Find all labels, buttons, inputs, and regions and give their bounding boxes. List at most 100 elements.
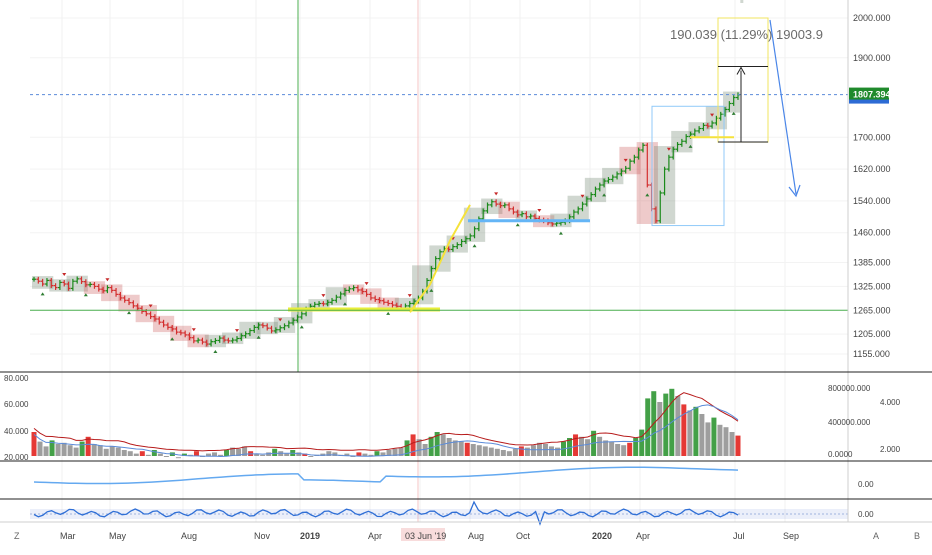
- buy-signal-marker: [645, 193, 650, 197]
- volume-bar: [398, 447, 404, 456]
- volume-bar: [609, 441, 615, 456]
- buy-signal-marker: [170, 337, 175, 341]
- volume-bar: [500, 450, 506, 456]
- volume-bar: [681, 404, 687, 456]
- volume-bar: [230, 447, 236, 456]
- forecast-arrow-head: [788, 184, 801, 198]
- volume-bar: [723, 427, 729, 456]
- volume-bar: [621, 445, 627, 456]
- buy-signal-marker: [515, 223, 520, 227]
- buy-signal-marker: [558, 231, 563, 235]
- volume-bar: [103, 448, 109, 456]
- volume-bar: [392, 448, 398, 456]
- volume-bar: [121, 450, 127, 456]
- volume-bar: [494, 448, 500, 456]
- time-tick-label: Aug: [181, 531, 197, 541]
- volume-bar: [512, 448, 518, 456]
- volume-bar: [699, 414, 705, 456]
- volume-bar: [67, 445, 73, 456]
- volume-bar: [434, 432, 440, 456]
- oscillator1-line: [33, 466, 739, 485]
- volume-bar: [193, 451, 199, 456]
- volume-bar: [711, 417, 717, 456]
- volume-bar: [85, 436, 91, 456]
- time-tick-label: Sep: [783, 531, 799, 541]
- measure-arrow-head: [736, 66, 746, 75]
- sell-signal-marker: [580, 194, 585, 198]
- price-tick-label: 1385.000: [853, 258, 891, 268]
- buy-signal-marker: [40, 292, 45, 296]
- volume-right-tick-secondary: 4.000: [880, 398, 901, 407]
- volume-bar: [61, 442, 67, 456]
- volume-right-tick: 800000.000: [828, 384, 871, 393]
- volume-bar: [260, 454, 266, 456]
- volume-bar: [43, 446, 49, 456]
- buy-signal-marker: [299, 325, 304, 329]
- volume-bar: [163, 456, 169, 457]
- buy-signal-marker: [256, 335, 261, 339]
- volume-bar: [458, 441, 464, 456]
- time-tick-label: 2019: [300, 531, 320, 541]
- buy-signal-marker: [386, 311, 391, 315]
- sell-signal-marker: [148, 304, 153, 308]
- volume-bar: [55, 444, 61, 456]
- volume-bar: [440, 434, 446, 456]
- buy-signal-marker: [83, 293, 88, 297]
- price-tick-label: 1620.000: [853, 164, 891, 174]
- volume-bar: [205, 453, 211, 456]
- volume-bar: [296, 452, 302, 456]
- measure-label: 190.039 (11.29%) 19003.9: [670, 27, 823, 42]
- price-tick-label: 1205.000: [853, 329, 891, 339]
- volume-bar: [506, 451, 512, 456]
- volume-ma2-line: [33, 404, 739, 458]
- volume-bar: [151, 450, 157, 456]
- volume-bar: [302, 453, 308, 456]
- volume-bar: [717, 424, 723, 456]
- price-tick-label: 1155.000: [853, 349, 890, 359]
- time-tick-label: Apr: [636, 531, 650, 541]
- volume-bar: [133, 453, 139, 456]
- volume-bar: [410, 434, 416, 456]
- volume-bar: [157, 453, 163, 456]
- volume-bar: [127, 451, 133, 456]
- volume-bar: [37, 441, 43, 456]
- buy-signal-marker: [213, 350, 218, 354]
- volume-bar: [639, 429, 645, 456]
- volume-bar: [597, 436, 603, 456]
- trend-highlight: [409, 204, 471, 313]
- volume-bar: [657, 402, 663, 456]
- range-box: [463, 207, 486, 242]
- volume-bar: [326, 451, 332, 456]
- volume-bar: [97, 445, 103, 456]
- time-tick-label: Jul: [733, 531, 745, 541]
- volume-bar: [482, 446, 488, 456]
- sell-signal-marker: [623, 158, 628, 162]
- volume-bar: [145, 454, 151, 456]
- sell-signal-marker: [710, 113, 715, 117]
- price-tick-label: 1900.000: [853, 53, 891, 63]
- volume-bar: [603, 440, 609, 456]
- oscillator2-line: [33, 500, 739, 526]
- time-tick-label: 2020: [592, 531, 612, 541]
- volume-bar: [344, 453, 350, 456]
- volume-bar: [254, 453, 260, 456]
- volume-bar: [428, 436, 434, 456]
- sell-signal-marker: [666, 147, 671, 151]
- volume-bar: [175, 457, 181, 459]
- range-box: [412, 265, 434, 305]
- price-tick-label: 1540.000: [853, 196, 891, 206]
- volume-bar: [530, 445, 536, 456]
- sell-signal-marker: [407, 294, 412, 298]
- volume-bar: [446, 438, 452, 456]
- volume-bar: [356, 452, 362, 456]
- buy-signal-marker: [602, 193, 607, 197]
- price-tick-label: 1325.000: [853, 281, 891, 291]
- buy-signal-marker: [731, 111, 736, 115]
- volume-bar: [79, 441, 85, 456]
- blue-range-box: [651, 105, 725, 227]
- price-tick-label: 1265.000: [853, 305, 891, 315]
- time-tick-label: May: [109, 531, 127, 541]
- volume-bar: [386, 450, 392, 456]
